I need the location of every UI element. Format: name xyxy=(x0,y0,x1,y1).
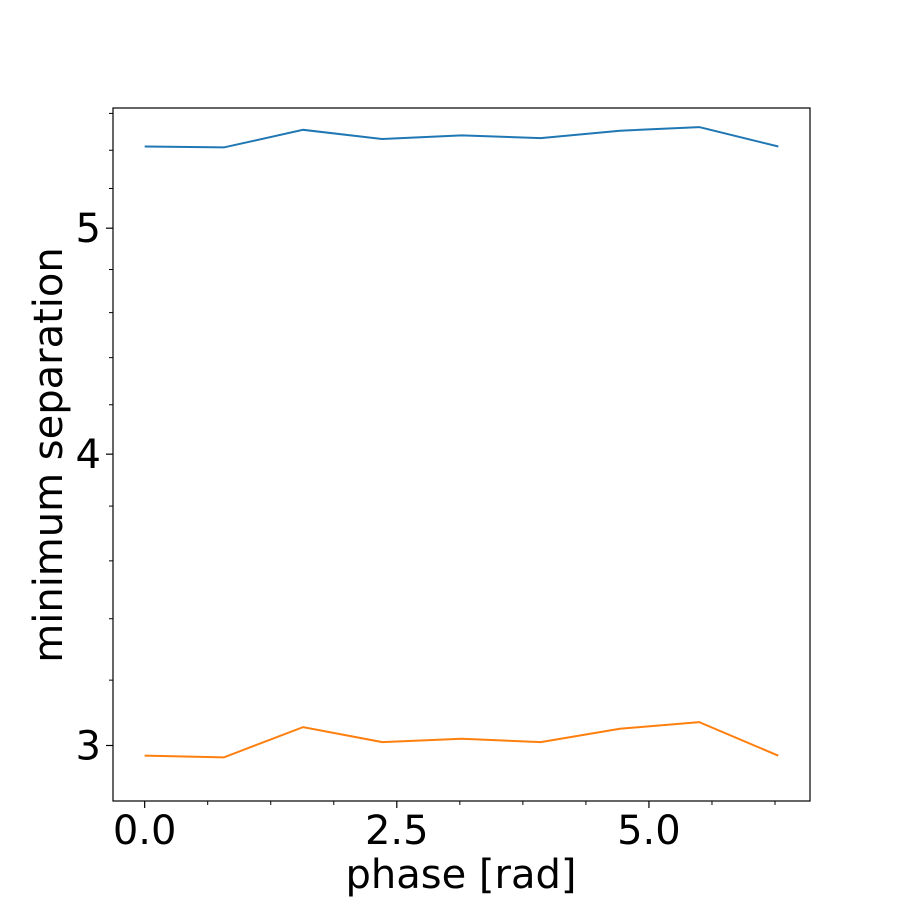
series-1 xyxy=(144,126,779,149)
x-axis-title: phase [rad] xyxy=(346,852,577,898)
series-2-line xyxy=(144,721,779,759)
series-layer xyxy=(144,126,779,759)
plot-area xyxy=(112,107,811,802)
y-tick-label: 3 xyxy=(76,723,101,769)
x-tick-label: 0.0 xyxy=(113,808,177,854)
y-axis-title: minimum separation xyxy=(26,247,72,662)
x-tick-label: 5.0 xyxy=(617,808,681,854)
y-tick-label: 5 xyxy=(76,206,101,252)
tick-layer: 0.0 2.5 5.0 3 4 5 xyxy=(76,112,776,854)
series-2 xyxy=(144,721,779,759)
y-tick-label: 4 xyxy=(76,432,101,478)
x-tick-label: 2.5 xyxy=(365,808,429,854)
series-1-line xyxy=(144,126,779,149)
